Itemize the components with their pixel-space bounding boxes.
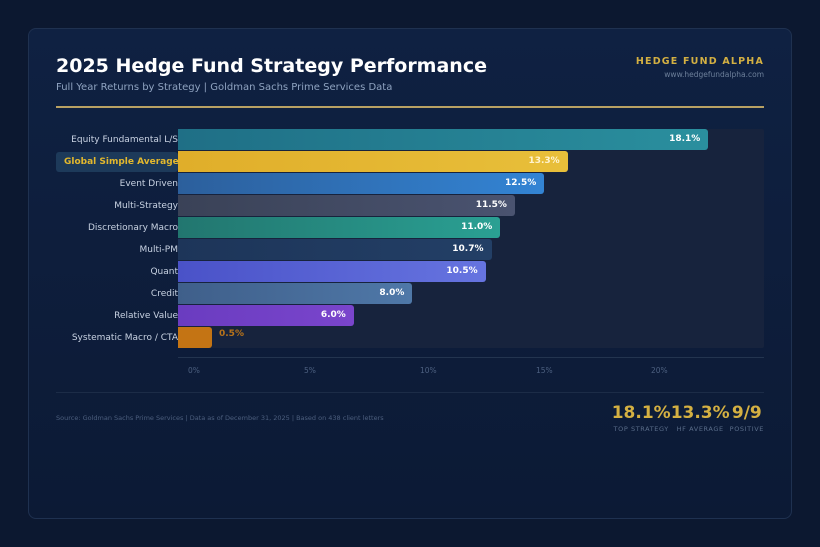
x-tick-label: 10% [420, 366, 437, 375]
stat-value: 13.3% [670, 403, 730, 423]
category-label: Relative Value [114, 311, 178, 321]
data-label: 0.5% [219, 329, 244, 339]
category-label: Discretionary Macro [88, 223, 178, 233]
stat-positive: 9/9 POSITIVE [730, 403, 764, 433]
brand-url[interactable]: www.hedgefundalpha.com [664, 70, 764, 79]
category-label: Multi-PM [139, 245, 178, 255]
bar[interactable] [178, 173, 545, 194]
category-label: Quant [150, 267, 178, 277]
bar[interactable] [178, 261, 486, 282]
x-axis-line [178, 357, 764, 358]
data-label: 8.0% [379, 288, 405, 298]
bar[interactable] [178, 217, 501, 238]
stat-value: 18.1% [611, 403, 671, 423]
data-label: 12.5% [505, 178, 537, 188]
stat-label: POSITIVE [729, 425, 764, 433]
stat-value: 9/9 [731, 403, 762, 423]
bar[interactable] [178, 305, 354, 326]
data-label: 10.7% [452, 244, 484, 254]
x-tick-label: 15% [536, 366, 553, 375]
stat-hf-average: 13.3% HF AVERAGE [671, 403, 730, 433]
x-tick-label: 20% [651, 366, 668, 375]
header-divider [56, 106, 764, 108]
category-label: Systematic Macro / CTA [71, 333, 178, 343]
data-label: 11.0% [461, 222, 493, 232]
data-label: 10.5% [446, 266, 478, 276]
stat-label: TOP STRATEGY [613, 425, 669, 433]
category-label: Multi-Strategy [114, 201, 178, 211]
page-title: 2025 Hedge Fund Strategy Performance [56, 55, 487, 77]
data-label: 13.3% [528, 156, 560, 166]
bar[interactable] [178, 151, 568, 172]
bar[interactable] [178, 327, 212, 348]
bar[interactable] [178, 195, 515, 216]
bar[interactable] [178, 283, 413, 304]
data-label: 11.5% [475, 200, 507, 210]
stat-label: HF AVERAGE [676, 425, 724, 433]
data-label: 6.0% [320, 310, 346, 320]
data-label: 18.1% [669, 134, 701, 144]
bar[interactable] [178, 129, 709, 150]
summary-stats: 18.1% TOP STRATEGY 13.3% HF AVERAGE 9/9 … [612, 403, 764, 433]
category-label: Global Simple Average [56, 152, 179, 172]
page-subtitle: Full Year Returns by Strategy | Goldman … [56, 82, 393, 93]
bar[interactable] [178, 239, 492, 260]
category-label: Credit [150, 289, 178, 299]
brand-block: HEDGE FUND ALPHA www.hedgefundalpha.com [636, 56, 764, 79]
brand-name: HEDGE FUND ALPHA [635, 56, 764, 67]
stat-top-strategy: 18.1% TOP STRATEGY [612, 403, 671, 433]
category-label: Equity Fundamental L/S [71, 135, 178, 145]
x-tick-label: 5% [304, 366, 316, 375]
x-tick-label: 0% [188, 366, 200, 375]
source-note: Source: Goldman Sachs Prime Services | D… [56, 414, 384, 422]
category-label: Event Driven [119, 179, 178, 189]
footer-divider [56, 392, 764, 393]
